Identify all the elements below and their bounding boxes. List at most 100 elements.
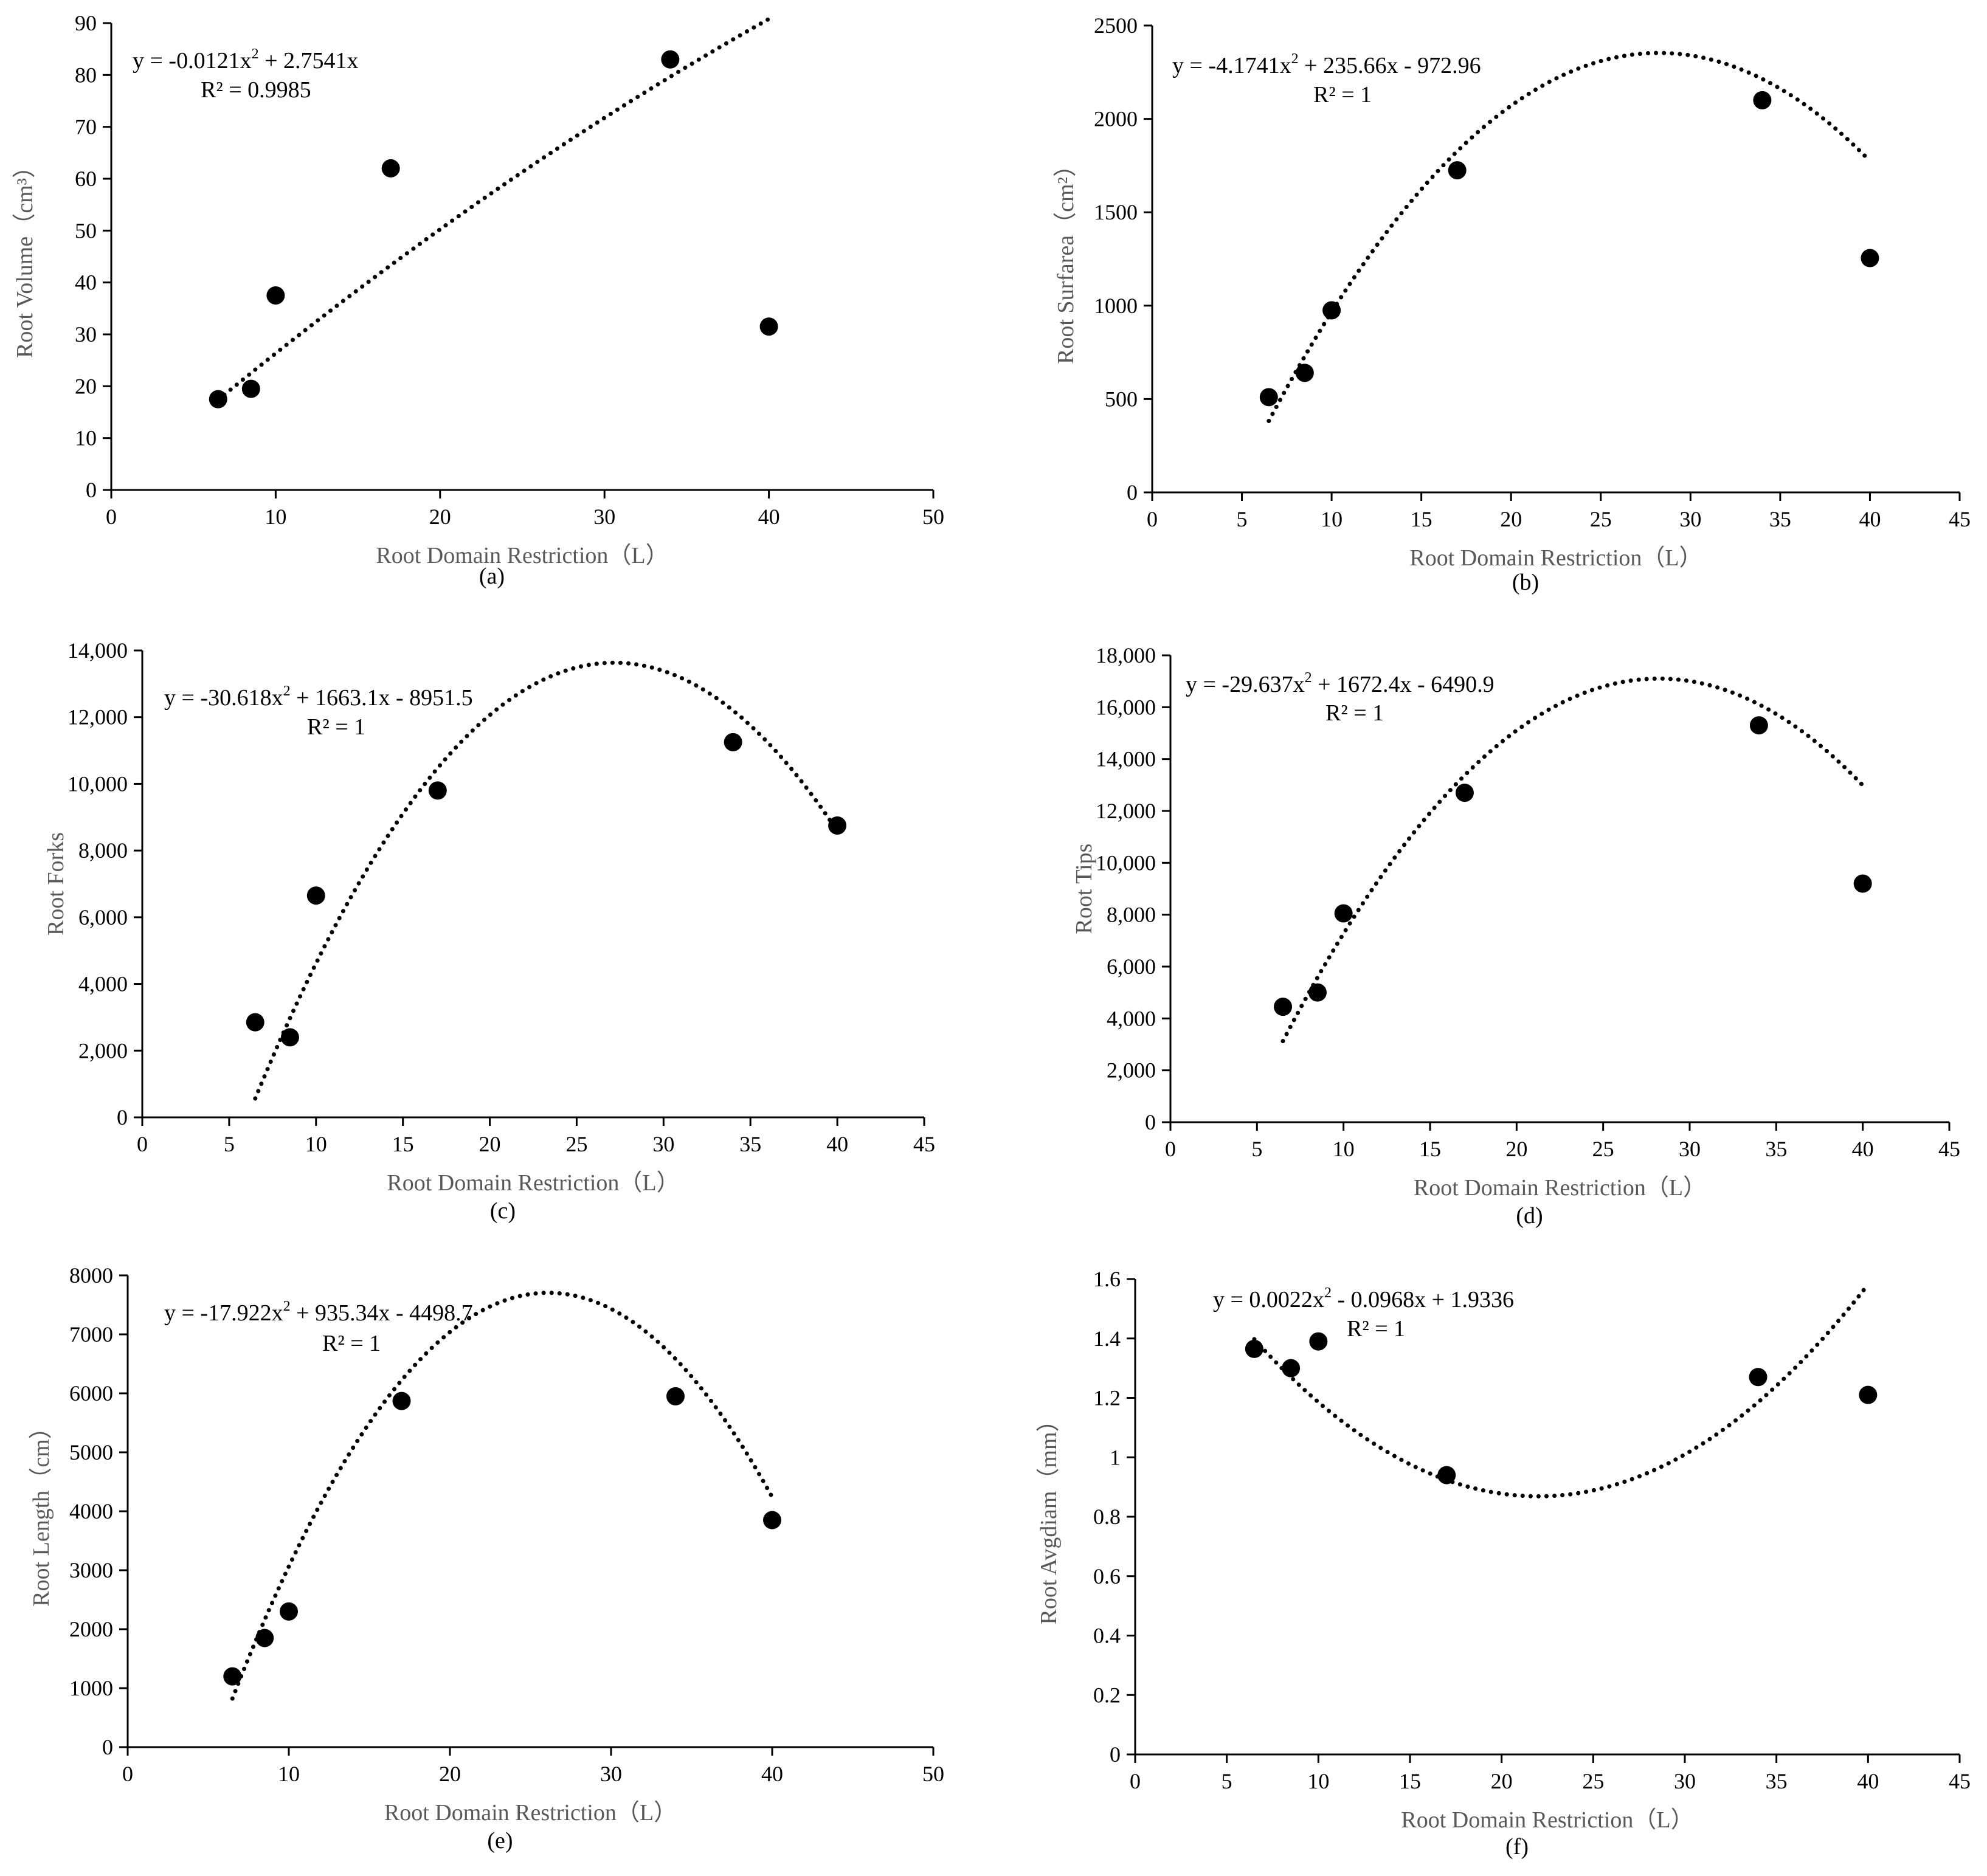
- equation-rest: + 235.66x - 972.96: [1299, 53, 1481, 78]
- y-tick-label: 6,000: [1107, 954, 1156, 979]
- y-tick-label: 16,000: [1096, 695, 1156, 719]
- y-tick-label: 8000: [69, 1263, 113, 1288]
- y-axis-title: Root Forks: [43, 832, 69, 936]
- x-tick-label: 15: [1419, 1137, 1441, 1161]
- x-tick-label: 0: [137, 1132, 148, 1156]
- x-tick-label: 10: [1321, 507, 1343, 531]
- equation-exponent: 2: [283, 1298, 291, 1314]
- y-tick-label: 0: [102, 1735, 113, 1759]
- data-point: [1259, 388, 1278, 407]
- y-tick-label: 6000: [69, 1381, 113, 1405]
- equation-rest: + 1672.4x - 6490.9: [1312, 672, 1495, 697]
- x-tick-label: 30: [600, 1762, 622, 1786]
- r-squared: R² = 1: [1313, 82, 1372, 108]
- x-tick-label: 5: [1222, 1769, 1232, 1793]
- y-tick-label: 4,000: [1107, 1006, 1156, 1030]
- x-tick-label: 20: [429, 505, 451, 529]
- r-squared: R² = 1: [322, 1331, 381, 1356]
- data-point: [1308, 983, 1327, 1002]
- r-squared: R² = 1: [307, 714, 365, 740]
- y-tick-label: 80: [75, 63, 97, 87]
- x-axis-title: Root Domain Restriction（L）: [1414, 1175, 1706, 1201]
- data-point: [280, 1602, 298, 1621]
- data-point: [1295, 364, 1314, 382]
- y-tick-label: 70: [75, 115, 97, 139]
- panel-label: (c): [490, 1198, 516, 1224]
- y-tick-label: 1.6: [1093, 1267, 1121, 1291]
- panel-label: (b): [1512, 570, 1539, 595]
- x-tick-label: 10: [1333, 1137, 1355, 1161]
- x-tick-label: 35: [739, 1132, 761, 1156]
- y-tick-label: 10,000: [67, 771, 128, 796]
- y-tick-label: 60: [75, 167, 97, 191]
- equation-main: y = -29.637x: [1186, 672, 1305, 697]
- x-tick-label: 35: [1769, 507, 1791, 531]
- y-tick-label: 1000: [1094, 294, 1138, 318]
- equation-main: y = -17.922x: [164, 1300, 283, 1326]
- x-tick-label: 10: [264, 505, 286, 529]
- x-tick-label: 10: [1307, 1769, 1329, 1793]
- x-axis-title: Root Domain Restriction（L）: [1409, 545, 1702, 571]
- y-tick-label: 12,000: [67, 705, 128, 729]
- equation-rest: - 0.0968x + 1.9336: [1332, 1287, 1514, 1312]
- trendline-equation: y = -29.637x2 + 1672.4x - 6490.9: [1186, 670, 1495, 697]
- y-tick-label: 30: [75, 322, 97, 347]
- x-tick-label: 15: [1411, 507, 1432, 531]
- x-tick-label: 50: [922, 1762, 944, 1786]
- y-tick-label: 14,000: [1096, 747, 1156, 771]
- equation-exponent: 2: [1324, 1285, 1332, 1301]
- data-point: [306, 886, 325, 905]
- equation-rest: + 2.7541x: [259, 48, 359, 74]
- equation-rest: + 935.34x - 4498.7: [291, 1300, 473, 1326]
- y-tick-label: 0: [1110, 1742, 1121, 1767]
- equation-rest: + 1663.1x - 8951.5: [291, 685, 473, 711]
- trendline: [1252, 1282, 1870, 1498]
- trendline: [216, 16, 772, 402]
- data-point: [1334, 904, 1353, 923]
- x-tick-label: 10: [278, 1762, 300, 1786]
- y-tick-label: 2000: [69, 1617, 113, 1641]
- data-point: [1853, 874, 1872, 893]
- chart-panel-a: 0 10 20 30 40 50 60 70 80 90 0 10 20 30 40 50 Root Domai…: [12, 11, 944, 589]
- x-tick-label: 30: [1679, 507, 1701, 531]
- data-point: [1282, 1359, 1301, 1378]
- y-tick-label: 0: [1145, 1110, 1156, 1134]
- data-point: [392, 1391, 411, 1410]
- equation-exponent: 2: [283, 683, 291, 699]
- y-tick-label: 1500: [1094, 200, 1138, 224]
- panel-label: (f): [1505, 1834, 1529, 1860]
- chart-panel-b: 0 500 1000 1500 2000 2500 0 5 10 15 20 25 30 35 40 45 Ro…: [1053, 13, 1971, 595]
- y-tick-label: 0.8: [1093, 1505, 1121, 1529]
- y-axis-title: Root Tips: [1071, 844, 1097, 934]
- r-squared: R² = 0.9985: [201, 77, 311, 103]
- x-tick-label: 45: [913, 1132, 935, 1156]
- data-point: [1437, 1466, 1456, 1485]
- equation-exponent: 2: [1305, 670, 1312, 686]
- equation-main: y = 0.0022x: [1213, 1287, 1324, 1312]
- data-point: [759, 317, 778, 336]
- x-tick-label: 15: [1399, 1769, 1421, 1793]
- chart-panel-e: 0 1000 2000 3000 4000 5000 6000 7000 8000 0 10 20 30…: [29, 1263, 944, 1854]
- y-tick-label: 0: [117, 1105, 128, 1129]
- x-tick-label: 5: [224, 1132, 235, 1156]
- y-tick-label: 90: [75, 11, 97, 35]
- equation-exponent: 2: [252, 46, 259, 62]
- data-point: [1274, 998, 1293, 1016]
- x-tick-label: 30: [593, 505, 615, 529]
- data-point: [209, 390, 227, 409]
- x-tick-label: 15: [392, 1132, 414, 1156]
- chart-panel-d: 0 2,000 4,000 6,000 8,000 10,000 12,000 14,000 1…: [1071, 643, 1960, 1229]
- data-point: [223, 1667, 242, 1686]
- x-tick-label: 0: [1165, 1137, 1176, 1161]
- y-tick-label: 0.6: [1093, 1564, 1121, 1588]
- data-point: [1749, 1368, 1768, 1387]
- y-tick-label: 10,000: [1096, 850, 1156, 875]
- y-tick-label: 8,000: [1107, 903, 1156, 927]
- y-tick-label: 2000: [1094, 107, 1138, 131]
- data-point: [1859, 1385, 1878, 1404]
- r-squared: R² = 1: [1325, 700, 1384, 726]
- x-axis-title: Root Domain Restriction（L）: [376, 543, 668, 568]
- y-tick-label: 40: [75, 271, 97, 295]
- equation-main: y = -4.1741x: [1172, 53, 1291, 78]
